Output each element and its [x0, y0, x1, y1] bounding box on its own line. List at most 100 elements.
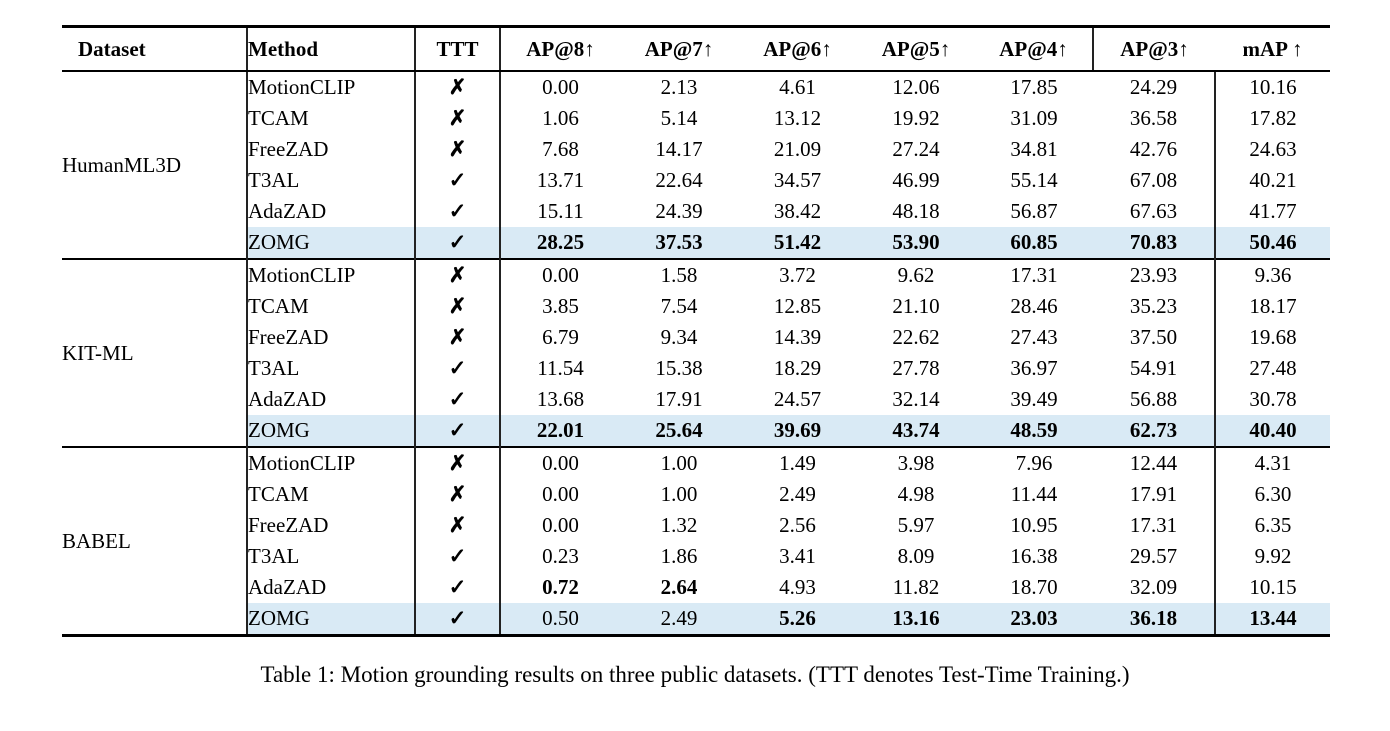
map-value-cell: 17.82 — [1214, 103, 1330, 134]
metric-value-cell: 5.14 — [660, 106, 698, 130]
metric-value-cell: 13.12 — [773, 106, 822, 130]
table-row: ZOMG ✓ 28.25 37.53 51.42 53.90 60.85 70.83 50.46 — [62, 227, 1330, 259]
metric-value-cell: 14.39 — [773, 325, 822, 349]
metric-value-cell: 56.87 — [1010, 199, 1058, 223]
metric-value-cell: 4.93 — [779, 575, 816, 599]
metric-value-cell: 3.41 — [779, 544, 816, 568]
metric-value-cell: 9.62 — [857, 258, 975, 291]
ttt-cell: ✗ — [415, 291, 501, 322]
metric-value-cell: 12.06 — [892, 75, 940, 99]
map-value-cell: 13.44 — [1214, 603, 1330, 636]
method-cell: MotionCLIP — [247, 71, 416, 103]
metric-value-cell: 70.83 — [1093, 227, 1215, 259]
table-row: T3AL ✓ 13.71 22.64 34.57 46.99 55.14 67.08 40.21 — [62, 165, 1330, 196]
metric-value-cell: 1.00 — [660, 482, 698, 506]
table-row: T3AL ✓ 0.23 1.86 3.41 8.09 16.38 29.57 9.92 — [62, 541, 1330, 572]
metric-value-cell: 3.85 — [542, 294, 579, 318]
metric-value-cell: 17.31 — [975, 258, 1093, 291]
table-row: FreeZAD ✗ 7.68 14.17 21.09 27.24 34.81 42.76 24.… — [62, 134, 1330, 165]
cross-icon: ✗ — [448, 106, 467, 130]
metric-value-cell: 0.00 — [542, 513, 579, 537]
metric-value-cell: 0.23 — [542, 544, 579, 568]
metric-value-cell: 22.64 — [655, 168, 703, 192]
metric-value-cell: 46.99 — [892, 168, 940, 192]
metric-value-cell: 0.00 — [500, 446, 620, 479]
metric-value-cell: 1.86 — [660, 544, 698, 568]
metric-value-cell: 3.98 — [857, 446, 975, 479]
map-value-cell: 40.40 — [1214, 415, 1330, 447]
metric-value-cell: 1.06 — [542, 106, 579, 130]
map-value-cell: 6.30 — [1214, 479, 1330, 510]
method-cell: ZOMG — [247, 415, 416, 447]
cross-icon: ✗ — [448, 325, 467, 349]
check-icon: ✓ — [448, 356, 467, 380]
cross-icon: ✗ — [448, 513, 467, 537]
metric-value-cell: 17.31 — [1129, 513, 1178, 537]
table-row: FreeZAD ✗ 0.00 1.32 2.56 5.97 10.95 17.31 6.35 — [62, 510, 1330, 541]
table-row: BABEL MotionCLIP ✗ 0.00 1.00 1.49 3.98 7.96 12.4… — [62, 446, 1330, 636]
metric-value-cell: 1.32 — [660, 513, 698, 537]
metric-value-cell: 21.09 — [773, 137, 822, 161]
check-icon: ✓ — [448, 418, 467, 442]
dataset-group: HumanML3D MotionCLIP ✗ 0.00 2.13 4.61 12.06 17.… — [62, 71, 1330, 259]
metric-value-cell: 37.53 — [620, 227, 738, 259]
method-cell: T3AL — [247, 541, 416, 572]
metric-value-cell: 48.59 — [975, 415, 1093, 447]
metric-value-cell: 62.73 — [1093, 415, 1215, 447]
table-row: AdaZAD ✓ 13.68 17.91 24.57 32.14 39.49 56.88 30.… — [62, 384, 1330, 415]
method-cell: MotionCLIP — [247, 446, 416, 479]
metric-value-cell: 39.49 — [1010, 387, 1058, 411]
method-cell: AdaZAD — [247, 384, 416, 415]
dataset-group: KIT-ML MotionCLIP ✗ 0.00 1.58 3.72 9.62 17.31 23… — [62, 258, 1330, 447]
method-cell: AdaZAD — [247, 196, 416, 227]
table-row: TCAM ✗ 3.85 7.54 12.85 21.10 28.46 35.23 18.17 — [62, 291, 1330, 322]
ttt-cell: ✗ — [415, 322, 501, 353]
ttt-cell: ✓ — [415, 541, 501, 572]
metric-value-cell: 51.42 — [738, 227, 857, 259]
map-value-cell: 24.63 — [1214, 134, 1330, 165]
metric-value-cell: 55.14 — [1010, 168, 1058, 192]
ttt-cell: ✗ — [415, 134, 501, 165]
table-row: ZOMG ✓ 22.01 25.64 39.69 43.74 48.59 62.73 40.40 — [62, 415, 1330, 447]
table-header: Dataset Method TTT AP@8↑ AP@7↑ AP@6↑ AP@… — [62, 26, 1330, 72]
check-icon: ✓ — [448, 606, 467, 630]
cross-icon: ✗ — [448, 263, 467, 287]
metric-value-cell: 2.13 — [660, 75, 698, 99]
check-icon: ✓ — [448, 387, 467, 411]
metric-value-cell: 31.09 — [1010, 106, 1058, 130]
method-cell: ZOMG — [247, 603, 416, 636]
metric-value-cell: 34.81 — [1010, 137, 1058, 161]
metric-value-cell: 25.64 — [620, 415, 738, 447]
metric-value-cell: 13.71 — [536, 168, 585, 192]
column-header-ap4: AP@4↑ — [975, 26, 1093, 72]
method-cell: AdaZAD — [247, 572, 416, 603]
metric-value-cell: 67.63 — [1129, 199, 1178, 223]
metric-value-cell: 37.50 — [1129, 325, 1178, 349]
table-caption: Table 1: Motion grounding results on thr… — [260, 662, 1130, 687]
map-value-cell: 18.17 — [1214, 291, 1330, 322]
metric-value-cell: 28.46 — [1010, 294, 1058, 318]
table-row: AdaZAD ✓ 0.72 2.64 4.93 11.82 18.70 32.09 10.15 — [62, 572, 1330, 603]
metric-value-cell: 22.62 — [892, 325, 940, 349]
metric-value-cell: 18.70 — [1010, 575, 1058, 599]
metric-value-cell: 3.72 — [738, 258, 857, 291]
metric-value-cell: 53.90 — [857, 227, 975, 259]
map-value-cell: 6.35 — [1214, 510, 1330, 541]
metric-value-cell: 24.29 — [1129, 75, 1178, 99]
metric-value-cell: 11.54 — [537, 356, 584, 380]
metric-value-cell: 27.43 — [1010, 325, 1058, 349]
table-row: KIT-ML MotionCLIP ✗ 0.00 1.58 3.72 9.62 17.31 23… — [62, 258, 1330, 447]
method-cell: FreeZAD — [247, 510, 416, 541]
ttt-cell: ✓ — [415, 572, 501, 603]
metric-value-cell: 24.57 — [773, 387, 822, 411]
metric-value-cell: 5.26 — [738, 603, 857, 636]
map-value-cell: 27.48 — [1214, 353, 1330, 384]
method-cell: T3AL — [247, 165, 416, 196]
column-header-ap7: AP@7↑ — [620, 26, 738, 72]
table-row: ZOMG ✓ 0.50 2.49 5.26 13.16 23.03 36.18 13.44 — [62, 603, 1330, 636]
metric-value-cell: 12.44 — [1093, 446, 1215, 479]
cross-icon: ✗ — [448, 482, 467, 506]
metric-value-cell: 38.42 — [773, 199, 822, 223]
table-row: T3AL ✓ 11.54 15.38 18.29 27.78 36.97 54.91 27.48 — [62, 353, 1330, 384]
metric-value-cell: 29.57 — [1129, 544, 1178, 568]
